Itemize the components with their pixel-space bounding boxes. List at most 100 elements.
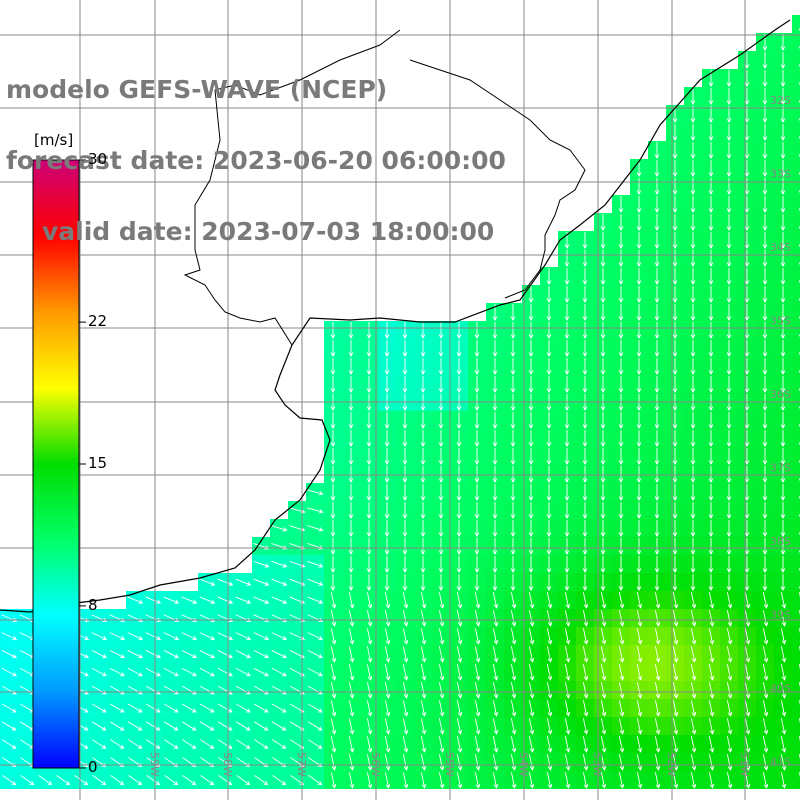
wind-arrow [708,304,714,321]
wind-cell [792,339,800,357]
wind-arrow [654,664,661,681]
wind-arrow [308,739,323,749]
wind-cell [792,375,800,393]
wind-arrow [780,628,787,645]
wind-arrow [330,538,336,555]
wind-arrow [762,340,768,357]
wind-arrow [744,754,751,771]
wind-arrow [708,520,714,537]
wind-arrow [127,632,144,641]
wind-arrow [708,592,715,609]
wind-arrow [145,721,161,731]
lat-label: 35S [770,315,791,328]
wind-arrow [582,574,588,591]
wind-arrow [744,70,750,87]
wind-arrow [474,322,480,339]
wind-arrow [474,574,480,591]
wind-arrow [402,772,409,789]
wind-arrow [762,196,768,213]
wind-arrow [348,700,355,717]
wind-arrow [145,703,161,713]
wind-arrow [600,250,606,267]
wind-arrow [780,124,786,141]
wind-arrow [384,466,390,483]
wind-arrow [600,214,606,231]
wind-arrow [384,772,391,789]
wind-arrow [600,304,606,321]
wind-arrow [366,556,372,573]
wind-arrow [420,466,426,483]
wind-arrow [402,664,409,681]
wind-arrow [726,250,732,267]
wind-arrow [146,739,161,749]
wind-arrow [618,646,625,663]
wind-arrow [438,646,445,663]
wind-arrow [762,502,768,519]
wind-arrow [780,538,786,555]
wind-arrow [366,574,372,591]
lon-label: 51W [738,752,751,777]
wind-arrow [726,772,733,789]
wind-arrow [2,739,17,749]
wind-arrow [708,142,714,159]
wind-arrow [109,703,125,713]
wind-arrow [600,574,606,591]
wind-arrow [271,703,287,713]
wind-arrow [384,682,391,699]
wind-arrow [564,682,571,699]
wind-arrow [474,448,480,465]
wind-arrow [420,484,426,501]
wind-cell [792,213,800,231]
wind-arrow [20,775,35,786]
wind-arrow [510,466,516,483]
wind-arrow [564,412,570,429]
wind-arrow [564,574,570,591]
wind-arrow [546,466,552,483]
wind-arrow [672,628,679,645]
wind-arrow [492,340,498,357]
wind-arrow [402,412,408,429]
wind-arrow [780,160,786,177]
wind-arrow [438,556,444,573]
wind-arrow [636,178,642,195]
wind-arrow [618,466,624,483]
wind-arrow [690,142,696,159]
wind-arrow [564,448,570,465]
wind-arrow [690,232,696,249]
wind-arrow [582,232,588,249]
wind-arrow [600,538,606,555]
wind-arrow [708,358,714,375]
wind-arrow [600,286,606,303]
wind-cell [792,501,800,519]
wind-arrow [456,502,462,519]
wind-arrow [474,340,480,357]
wind-arrow [744,664,751,681]
wind-arrow [492,430,498,447]
wind-arrow [708,646,715,663]
wind-cell [792,141,800,159]
wind-arrow [726,88,732,105]
wind-arrow [384,448,390,465]
wind-arrow [384,502,390,519]
wind-arrow [420,520,426,537]
wind-arrow [510,448,516,465]
wind-arrow [2,775,17,786]
wind-arrow [762,70,768,87]
wind-arrow [762,106,768,123]
wind-arrow [492,700,499,717]
wind-arrow [636,592,643,609]
wind-arrow [38,775,53,786]
wind-arrow [708,250,714,267]
wind-arrow [307,507,324,514]
wind-arrow [127,667,143,677]
wind-arrow [308,775,323,786]
wind-arrow [456,376,462,393]
wind-arrow [780,34,786,51]
wind-arrow [474,466,480,483]
wind-arrow [420,646,427,663]
wind-arrow [672,124,678,141]
wind-arrow [474,538,480,555]
wind-arrow [690,466,696,483]
colorbar-tick-label: 0 [88,758,98,776]
wind-arrow [528,592,535,609]
